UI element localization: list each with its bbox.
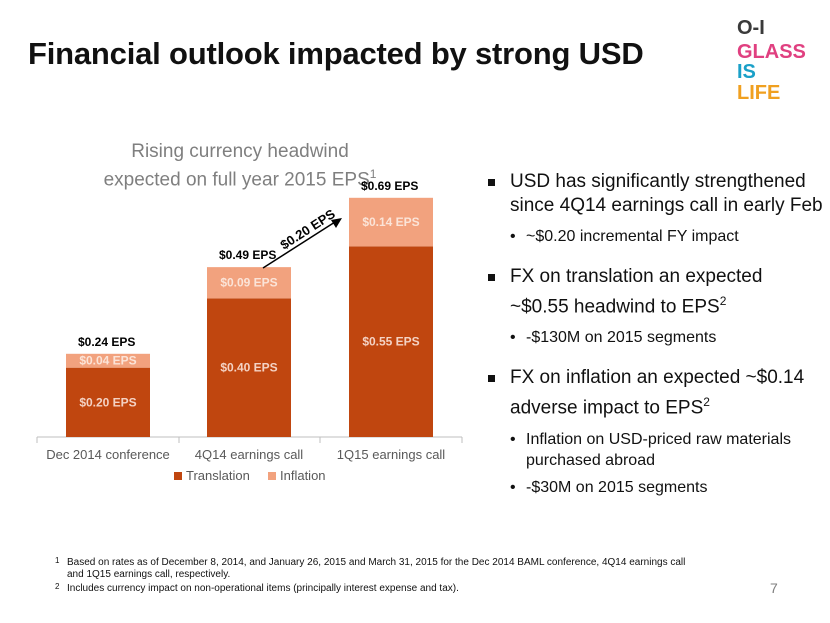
sub-bullet-1-0: -$130M on 2015 segments	[488, 327, 823, 348]
data-label-total-2: $0.69 EPS	[361, 179, 418, 193]
bar-inflation-2	[349, 197, 433, 247]
data-label-translation-0: $0.20 EPS	[79, 395, 136, 409]
footnote-ref: 2	[703, 395, 710, 410]
logo-oi: O-I	[737, 17, 765, 39]
footnote-number: 2	[55, 582, 60, 591]
sub-bullet-0-0: ~$0.20 incremental FY impact	[488, 226, 823, 247]
data-label-total-1: $0.49 EPS	[219, 248, 276, 262]
x-tick-label-2: 1Q15 earnings call	[337, 447, 446, 462]
logo-life: LIFE	[737, 82, 780, 104]
data-label-translation-2: $0.55 EPS	[362, 335, 419, 349]
annotation-arrow-head	[331, 218, 342, 228]
bullet-list: USD has significantly strengthened since…	[488, 170, 823, 504]
legend-label-inflation: Inflation	[280, 468, 326, 483]
footnote-number: 1	[55, 556, 60, 565]
data-label-total-0: $0.24 EPS	[78, 335, 135, 349]
bullet-0: USD has significantly strengthened since…	[488, 170, 823, 218]
page-number: 7	[770, 580, 778, 596]
chart-title-line2: expected on full year 2015 EPS	[103, 169, 370, 191]
bullet-text-1: FX on translation an expected ~$0.55 hea…	[510, 266, 763, 318]
chart-title-footnote-ref: 1	[369, 167, 377, 181]
x-tick-label-1: 4Q14 earnings call	[195, 447, 304, 462]
chart-title: Rising currency headwind expected on ful…	[70, 140, 410, 191]
annotation-label: $0.20 EPS	[277, 206, 338, 253]
legend-swatch-translation	[174, 472, 182, 480]
legend-swatch-inflation	[268, 472, 276, 480]
footnote-1: 1 Based on rates as of December 8, 2014, …	[55, 556, 695, 581]
data-label-inflation-1: $0.09 EPS	[220, 276, 277, 290]
glass-is-life-logo: O-I GLASS IS LIFE	[735, 14, 815, 104]
footnotes: 1 Based on rates as of December 8, 2014, …	[55, 556, 695, 597]
footnote-text: Based on rates as of December 8, 2014, a…	[67, 557, 686, 580]
footnote-text: Includes currency impact on non-operatio…	[67, 583, 459, 594]
eps-impact-bar-chart: $0.20 EPS $0.04 EPS $0.24 EPS Dec 2014 conf…	[36, 179, 463, 483]
data-label-translation-1: $0.40 EPS	[220, 361, 277, 375]
bullet-1: FX on translation an expected ~$0.55 hea…	[488, 265, 823, 319]
bar-translation-1	[207, 298, 291, 437]
bar-translation-2	[349, 246, 433, 437]
slide-title: Financial outlook impacted by strong USD	[28, 36, 644, 71]
bar-inflation-0	[66, 353, 150, 368]
chart-title-line1: Rising currency headwind	[131, 141, 349, 162]
bullet-text-0: USD has significantly strengthened since…	[510, 171, 823, 216]
x-tick-label-0: Dec 2014 conference	[46, 447, 170, 462]
logo-is: IS	[737, 61, 756, 83]
bar-translation-0	[66, 367, 150, 437]
annotation-arrow-line	[262, 221, 336, 269]
data-label-inflation-2: $0.14 EPS	[362, 215, 419, 229]
footnote-2: 2 Includes currency impact on non-operati…	[55, 582, 695, 595]
sub-bullet-2-1: -$30M on 2015 segments	[488, 477, 823, 498]
bullet-text-2: FX on inflation an expected ~$0.14 adver…	[510, 367, 805, 419]
legend-label-translation: Translation	[186, 468, 250, 483]
sub-bullet-2-0: Inflation on USD-priced raw materials pu…	[488, 429, 823, 471]
footnote-ref: 2	[719, 294, 727, 308]
bar-inflation-1	[207, 267, 291, 299]
logo-glass: GLASS	[737, 41, 806, 63]
data-label-inflation-0: $0.04 EPS	[79, 354, 136, 368]
bullet-2: FX on inflation an expected ~$0.14 adver…	[488, 366, 823, 420]
